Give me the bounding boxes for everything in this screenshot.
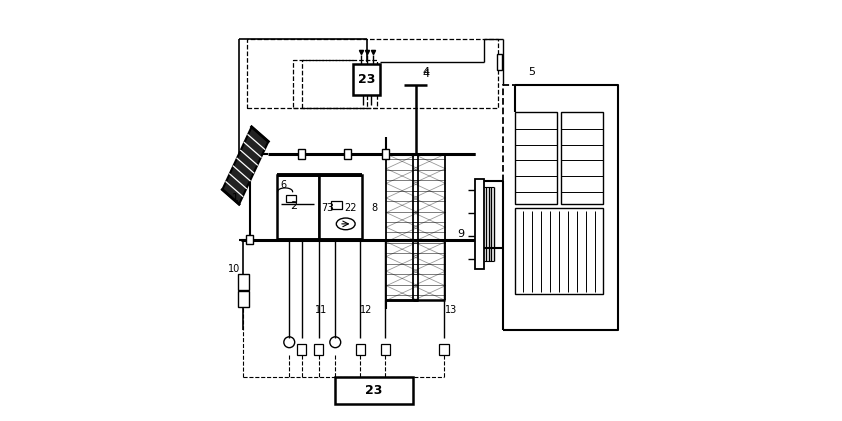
Bar <box>503 85 617 330</box>
Bar <box>515 208 603 294</box>
Text: 1: 1 <box>232 193 238 203</box>
Bar <box>335 376 413 404</box>
Bar <box>298 149 305 159</box>
Bar <box>515 112 557 204</box>
Bar <box>440 344 449 355</box>
Text: 4: 4 <box>422 69 429 79</box>
Bar <box>381 344 390 355</box>
Bar <box>237 291 249 306</box>
Polygon shape <box>222 127 269 204</box>
Bar <box>356 344 365 355</box>
Bar <box>354 64 381 96</box>
Bar <box>497 54 503 70</box>
Text: 11: 11 <box>316 305 328 315</box>
Text: 10: 10 <box>227 264 240 274</box>
Text: 23: 23 <box>358 73 376 86</box>
Bar <box>331 201 342 209</box>
Bar <box>294 60 377 108</box>
Bar <box>344 149 351 159</box>
Bar <box>314 344 323 355</box>
Ellipse shape <box>336 218 355 230</box>
Bar <box>248 39 498 108</box>
Text: 3: 3 <box>327 203 333 213</box>
Bar <box>237 274 249 290</box>
Text: 5: 5 <box>528 67 536 77</box>
Text: 23: 23 <box>365 384 382 397</box>
Text: 13: 13 <box>445 305 457 315</box>
Text: 2: 2 <box>290 201 297 211</box>
Bar <box>286 195 296 202</box>
Text: 9: 9 <box>457 229 464 239</box>
Bar <box>318 175 362 240</box>
Text: 12: 12 <box>360 305 372 315</box>
Text: 6: 6 <box>280 181 286 190</box>
Text: 22: 22 <box>344 203 357 213</box>
Text: 8: 8 <box>371 203 377 213</box>
Bar <box>297 344 306 355</box>
Bar <box>246 235 253 244</box>
Text: 7: 7 <box>321 203 327 213</box>
Bar <box>382 149 389 159</box>
Bar <box>561 112 603 204</box>
Bar <box>277 175 318 240</box>
Bar <box>475 179 484 269</box>
Text: 4: 4 <box>422 67 429 77</box>
